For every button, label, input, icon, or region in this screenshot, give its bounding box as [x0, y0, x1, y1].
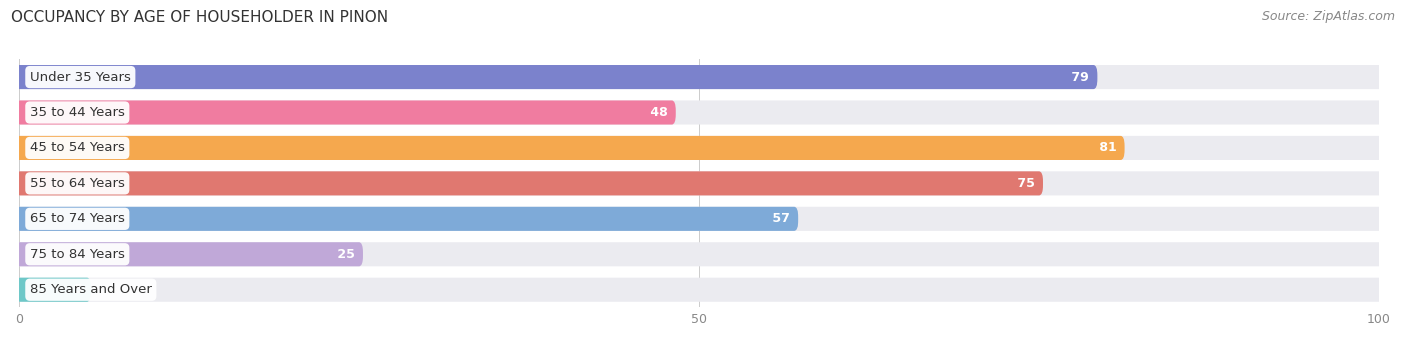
- FancyBboxPatch shape: [15, 101, 1384, 124]
- FancyBboxPatch shape: [15, 171, 1384, 195]
- Text: 65 to 74 Years: 65 to 74 Years: [30, 212, 125, 225]
- Text: 55 to 64 Years: 55 to 64 Years: [30, 177, 125, 190]
- Text: 25: 25: [333, 248, 359, 261]
- Text: OCCUPANCY BY AGE OF HOUSEHOLDER IN PINON: OCCUPANCY BY AGE OF HOUSEHOLDER IN PINON: [11, 10, 388, 25]
- Text: 85 Years and Over: 85 Years and Over: [30, 283, 152, 296]
- FancyBboxPatch shape: [15, 207, 1384, 231]
- Text: 57: 57: [768, 212, 794, 225]
- Text: 45 to 54 Years: 45 to 54 Years: [30, 142, 125, 154]
- FancyBboxPatch shape: [15, 207, 799, 231]
- FancyBboxPatch shape: [15, 101, 676, 124]
- Text: 75 to 84 Years: 75 to 84 Years: [30, 248, 125, 261]
- Text: Source: ZipAtlas.com: Source: ZipAtlas.com: [1261, 10, 1395, 23]
- FancyBboxPatch shape: [15, 136, 1125, 160]
- Text: 75: 75: [1012, 177, 1039, 190]
- FancyBboxPatch shape: [15, 65, 1097, 89]
- Text: 35 to 44 Years: 35 to 44 Years: [30, 106, 125, 119]
- Text: 48: 48: [645, 106, 672, 119]
- FancyBboxPatch shape: [15, 171, 1043, 195]
- FancyBboxPatch shape: [15, 65, 1384, 89]
- Text: 79: 79: [1067, 71, 1094, 84]
- Text: 5: 5: [69, 283, 87, 296]
- FancyBboxPatch shape: [15, 136, 1384, 160]
- FancyBboxPatch shape: [15, 278, 91, 302]
- Text: 81: 81: [1094, 142, 1121, 154]
- FancyBboxPatch shape: [15, 278, 1384, 302]
- FancyBboxPatch shape: [15, 242, 1384, 266]
- Text: Under 35 Years: Under 35 Years: [30, 71, 131, 84]
- FancyBboxPatch shape: [15, 242, 363, 266]
